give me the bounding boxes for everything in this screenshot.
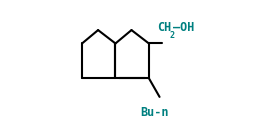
Text: 2: 2 [170,31,175,40]
Text: CH: CH [157,21,172,34]
Text: —OH: —OH [173,21,194,34]
Text: Bu-n: Bu-n [141,106,169,119]
